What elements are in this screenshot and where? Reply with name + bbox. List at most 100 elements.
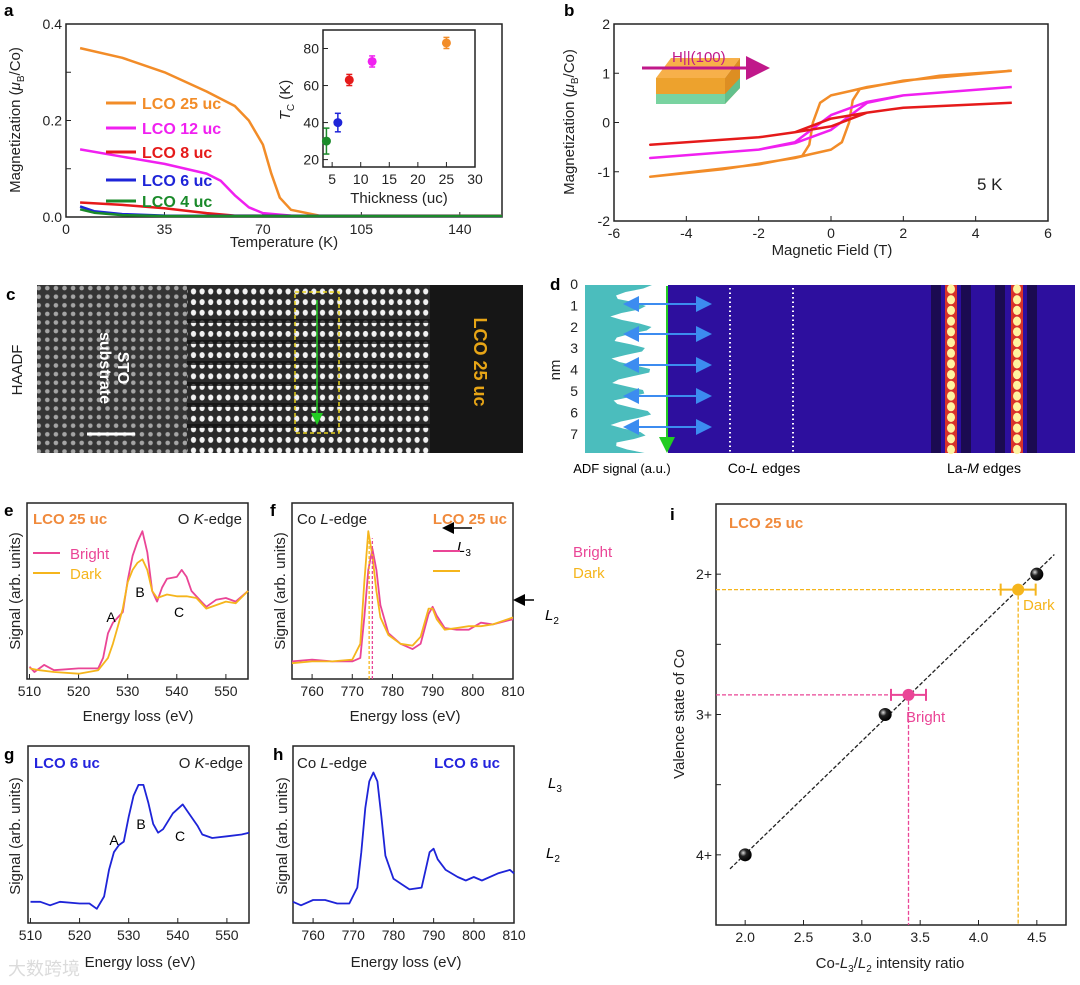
dark-column <box>1027 285 1037 453</box>
la-m-label: La-M edges <box>947 460 1021 476</box>
sample-label: LCO 25 uc <box>433 511 507 528</box>
x-tick-label: 770 <box>342 927 366 943</box>
peak-l3-label: L3 <box>548 775 562 795</box>
la-m-intensity-spot <box>1013 348 1021 358</box>
la-m-intensity-spot <box>947 423 955 433</box>
hysteresis-plot: -6 -4 -2 0 2 4 6 -2 -1 0 1 2 <box>598 16 1053 241</box>
x-tick-label: 800 <box>461 683 485 699</box>
panel-letter: d <box>550 275 560 294</box>
x-tick-label: 2.5 <box>794 929 814 945</box>
x-tick-label: 0 <box>62 221 70 237</box>
legend-bright: Bright <box>573 544 613 561</box>
data-point <box>333 118 343 128</box>
plot-frame <box>292 745 515 924</box>
haadf-label: HAADF <box>9 345 26 396</box>
edge-label: O K-edge <box>178 511 242 528</box>
measured-point-bright <box>902 688 915 701</box>
x-tick-label: 540 <box>165 683 189 699</box>
panel-e: e 510 520 530 540 550 LCO 25 uc O K-edge Bri… <box>4 501 249 725</box>
la-m-intensity-spot <box>1013 327 1021 337</box>
legend-label: LCO 12 uc <box>142 121 221 138</box>
x-tick-label: 530 <box>116 683 140 699</box>
selection-box <box>294 291 340 434</box>
y-tick-label: 6 <box>570 404 578 420</box>
x-tick-label: 105 <box>350 221 374 237</box>
panel-h: h 760 770 780 790 800 810 Co L-edge LCO 6 uc … <box>273 745 562 971</box>
y-tick-label: 80 <box>303 41 319 57</box>
la-m-intensity-spot <box>947 434 955 444</box>
dark-label: Dark <box>1023 597 1055 614</box>
la-m-intensity-spot <box>947 444 955 455</box>
panel-c: c HAADF STO substrate LCO 25 uc <box>6 285 523 453</box>
series-line-lco-12-uc <box>648 85 1012 160</box>
x-tick-label: 5 <box>328 171 336 187</box>
x-tick-label: 770 <box>341 683 365 699</box>
la-m-intensity-spot <box>947 412 955 422</box>
la-m-intensity-spot <box>947 305 955 315</box>
co-l-edge-25uc-plot: 760 770 780 790 800 810 <box>291 502 525 699</box>
y-axis-label: Signal (arb. units) <box>272 532 289 650</box>
temperature-label: 5 K <box>977 175 1003 194</box>
o-k-edge-25uc-plot: 510 520 530 540 550 <box>18 502 249 699</box>
substrate-label-2: substrate <box>96 332 113 404</box>
reference-point <box>1030 567 1044 581</box>
x-axis-label: Temperature (K) <box>230 234 338 251</box>
x-tick-label: 550 <box>214 683 238 699</box>
edge-label: Co L-edge <box>297 511 367 528</box>
x-tick-label: 25 <box>439 171 455 187</box>
peak-b-label: B <box>135 584 144 600</box>
series-line-lco-12-uc <box>79 148 503 218</box>
x-tick-label: 4 <box>972 225 980 241</box>
x-tick-label: 760 <box>301 927 325 943</box>
reference-point <box>738 848 752 862</box>
y-tick-label: 1 <box>602 65 610 81</box>
x-tick-label: 780 <box>381 683 405 699</box>
peak-a-label: A <box>109 832 119 848</box>
inset-y-axis-label: TC (K) <box>277 80 297 121</box>
panel-letter: g <box>4 745 14 764</box>
x-tick-label: 510 <box>18 683 42 699</box>
legend-label: LCO 8 uc <box>142 145 212 162</box>
y-tick-label: -2 <box>598 213 611 229</box>
x-tick-label: 6 <box>1044 225 1052 241</box>
la-m-intensity-spot <box>1013 412 1021 422</box>
la-m-intensity-spot <box>947 327 955 337</box>
data-point <box>367 56 377 66</box>
series-line-lco-6-uc <box>30 784 250 910</box>
x-tick-label: 810 <box>501 683 525 699</box>
x-tick-label: 760 <box>300 683 324 699</box>
x-tick-label: 70 <box>255 221 271 237</box>
y-tick-label: 60 <box>303 78 319 94</box>
x-tick-label: 550 <box>215 927 239 943</box>
data-point <box>441 38 451 48</box>
y-tick-label: 40 <box>303 115 319 131</box>
sample-label: LCO 25 uc <box>729 515 803 532</box>
x-tick-label: 530 <box>117 927 141 943</box>
o-k-edge-6uc-plot: 510 520 530 540 550 <box>19 745 250 943</box>
la-m-intensity-spot <box>947 402 955 412</box>
x-axis-label: Energy loss (eV) <box>83 708 194 725</box>
x-tick-label: 540 <box>166 927 190 943</box>
la-m-intensity-spot <box>947 380 955 390</box>
panel-letter: h <box>273 745 283 764</box>
y-axis-label: Signal (arb. units) <box>7 532 24 650</box>
la-m-intensity-spot <box>1013 444 1021 455</box>
panel-letter: f <box>270 501 276 520</box>
x-axis-label: Magnetic Field (T) <box>772 242 893 259</box>
legend: LCO 25 uc LCO 12 uc LCO 8 uc LCO 6 uc LCO 4 … <box>106 96 221 211</box>
x-tick-label: -6 <box>608 225 621 241</box>
inset-x-axis-label: Thickness (uc) <box>350 190 448 207</box>
la-m-edge-column <box>945 285 957 453</box>
x-tick-label: 810 <box>502 927 526 943</box>
panel-i: i 2.0 2.5 3.0 3.5 4.0 4.5 2+ 3+ 4+ LCO 25 uc Bri… <box>670 503 1067 975</box>
y-tick-label: 2 <box>602 16 610 32</box>
la-m-intensity-spot <box>947 284 955 294</box>
la-m-intensity-spot <box>1013 402 1021 412</box>
y-tick-label: 1 <box>570 297 578 313</box>
x-tick-label: 10 <box>353 171 369 187</box>
series-line-lco-8-uc <box>648 101 1012 146</box>
y-tick-label: 7 <box>570 426 578 442</box>
panel-f: f 760 770 780 790 800 810 Co L-edge LCO 25 uc… <box>270 501 613 725</box>
